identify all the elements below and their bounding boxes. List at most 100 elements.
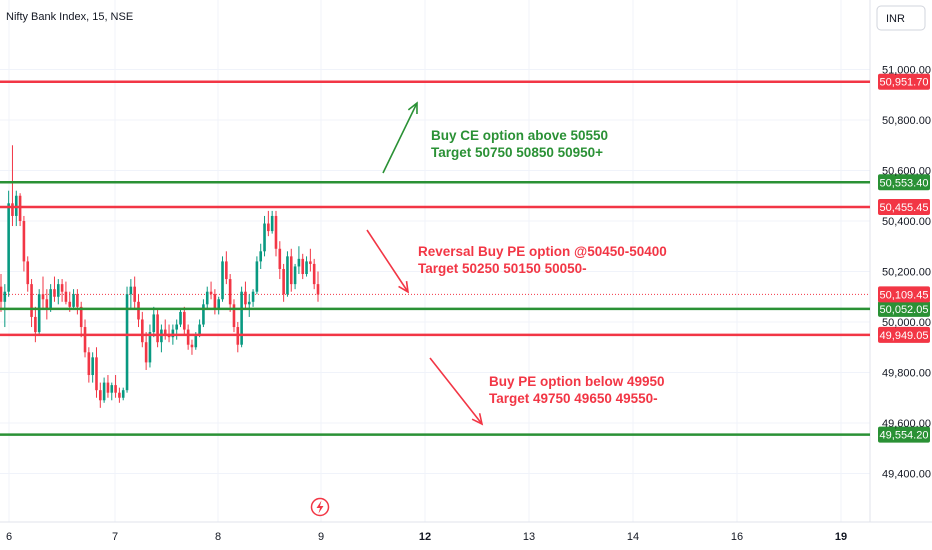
candle — [221, 256, 224, 302]
arrow-icon — [366, 229, 409, 293]
candle-body — [293, 266, 297, 285]
annotation[interactable]: Buy PE option below 49950 Target 49750 49… — [429, 357, 665, 426]
candle-body — [99, 390, 102, 401]
candle — [22, 215, 26, 272]
candle-body — [316, 284, 320, 295]
candle-body — [194, 334, 198, 348]
candle-body — [83, 327, 87, 353]
candle — [286, 251, 289, 297]
candle-body — [213, 294, 217, 310]
annotation[interactable]: Buy CE option above 50550 Target 50750 50… — [382, 101, 608, 174]
candle-body — [64, 291, 68, 302]
candle — [110, 382, 114, 401]
candle — [30, 279, 33, 328]
x-tick-label: 13 — [523, 531, 535, 543]
price-axis[interactable]: 51,000.00 50,800.00 50,600.00 50,400.00 50,2… — [882, 65, 931, 481]
annotation-text: Target 50250 50150 50050- — [418, 261, 587, 276]
candle — [125, 286, 129, 393]
arrow-icon — [429, 357, 483, 425]
x-tick-label: 7 — [112, 531, 118, 543]
candle-body — [137, 301, 140, 320]
candle-body — [53, 289, 56, 297]
svg-text:50,553.40: 50,553.40 — [880, 177, 929, 189]
candle-body — [228, 279, 232, 305]
svg-text:50,052.05: 50,052.05 — [880, 304, 929, 316]
candle — [255, 256, 259, 295]
candle — [160, 324, 163, 353]
candle — [79, 301, 83, 338]
candle — [209, 281, 213, 300]
candle — [18, 193, 22, 227]
y-tick-label: 51,000.00 — [882, 65, 931, 77]
candle — [133, 276, 136, 310]
candle — [41, 276, 45, 310]
candle-body — [251, 291, 255, 302]
levels: 50,951.70 50,553.40 50,455.45 50,052.05 49,9… — [0, 73, 930, 443]
y-tick-label: 49,600.00 — [882, 418, 931, 430]
candle — [49, 284, 52, 312]
candle — [114, 375, 117, 398]
candle — [228, 274, 232, 312]
candle — [11, 145, 14, 227]
candle-body — [278, 248, 282, 269]
level-price-label: 50,052.05 — [878, 300, 930, 317]
candle-body — [202, 304, 205, 325]
candle-body — [45, 299, 49, 310]
candle — [144, 332, 148, 370]
candle — [87, 347, 91, 383]
y-tick-label: 50,400.00 — [882, 216, 931, 228]
candle — [106, 375, 110, 398]
candle-body — [3, 291, 7, 302]
y-tick-label: 49,800.00 — [882, 368, 931, 380]
level-price-label: 50,951.70 — [878, 73, 930, 90]
candle — [205, 286, 209, 310]
candle — [102, 377, 106, 403]
candle — [259, 243, 263, 269]
candle-body — [156, 314, 159, 343]
candle — [213, 289, 217, 315]
candle — [34, 306, 37, 343]
annotation-text: Target 49750 49650 49550- — [489, 391, 658, 406]
candle-body — [95, 357, 98, 391]
candle-body — [186, 329, 190, 345]
x-tick-label: 19 — [835, 531, 847, 543]
candle-body — [129, 286, 133, 295]
annotation-text: Reversal Buy PE option @50450-50400 — [418, 244, 667, 259]
candle — [137, 294, 140, 328]
candle-body — [125, 294, 129, 391]
candle-body — [141, 319, 144, 343]
annotation[interactable]: Reversal Buy PE option @50450-50400 Targe… — [366, 229, 667, 294]
candle-body — [171, 329, 175, 338]
lightning-bolt-icon[interactable] — [310, 497, 330, 517]
candle — [240, 286, 243, 348]
currency-box[interactable] — [876, 5, 926, 31]
candle-body — [110, 385, 114, 393]
candle-body — [240, 291, 243, 345]
x-tick-label: 12 — [419, 531, 431, 543]
candle-body — [232, 304, 236, 328]
candle — [236, 322, 240, 353]
candle — [267, 210, 270, 237]
candle-body — [209, 291, 213, 295]
candle — [99, 382, 102, 408]
time-axis[interactable]: 6 7 8 9 12 13 14 16 19 — [6, 531, 847, 543]
candle-body — [118, 392, 121, 398]
candle — [3, 284, 7, 328]
candle — [83, 319, 87, 358]
candle-body — [7, 203, 10, 292]
candle-body — [22, 221, 26, 262]
candle-body — [255, 261, 259, 292]
candle-body — [102, 382, 106, 401]
candle — [72, 289, 75, 310]
candle — [247, 294, 251, 317]
x-tick-label: 14 — [627, 531, 639, 543]
currency-selector[interactable]: INR — [876, 5, 926, 31]
arrow-icon — [382, 102, 418, 174]
x-tick-label: 9 — [318, 531, 324, 543]
svg-text:50,951.70: 50,951.70 — [880, 77, 929, 89]
candle — [121, 387, 125, 401]
candle — [183, 306, 186, 335]
candle — [95, 347, 98, 398]
annotation-text: Target 50750 50850 50950+ — [431, 145, 603, 160]
